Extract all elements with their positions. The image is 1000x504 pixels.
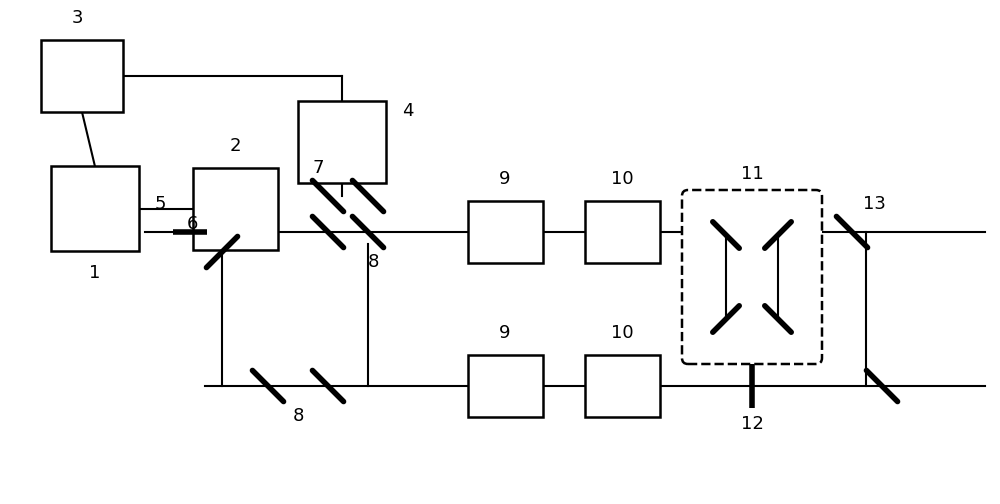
Bar (192, 168, 278, 250)
Text: 8: 8 (367, 253, 379, 271)
Text: 9: 9 (499, 324, 511, 342)
Bar (468, 201, 542, 263)
Bar (298, 101, 386, 183)
Text: 3: 3 (71, 9, 83, 27)
Text: 10: 10 (611, 324, 633, 342)
Text: 10: 10 (611, 170, 633, 188)
Text: 1: 1 (89, 265, 101, 283)
Bar (584, 355, 660, 417)
Bar (41, 40, 123, 112)
Bar (468, 355, 542, 417)
Text: 7: 7 (312, 159, 324, 177)
Text: 9: 9 (499, 170, 511, 188)
Text: 8: 8 (292, 407, 304, 425)
Text: 5: 5 (154, 195, 166, 213)
Text: 13: 13 (863, 195, 885, 213)
Text: 4: 4 (402, 102, 414, 120)
Text: 11: 11 (741, 165, 763, 183)
Text: 6: 6 (186, 215, 198, 233)
Bar (51, 166, 139, 251)
FancyBboxPatch shape (682, 190, 822, 364)
Text: 12: 12 (741, 415, 763, 433)
Text: 2: 2 (229, 137, 241, 155)
Bar (584, 201, 660, 263)
